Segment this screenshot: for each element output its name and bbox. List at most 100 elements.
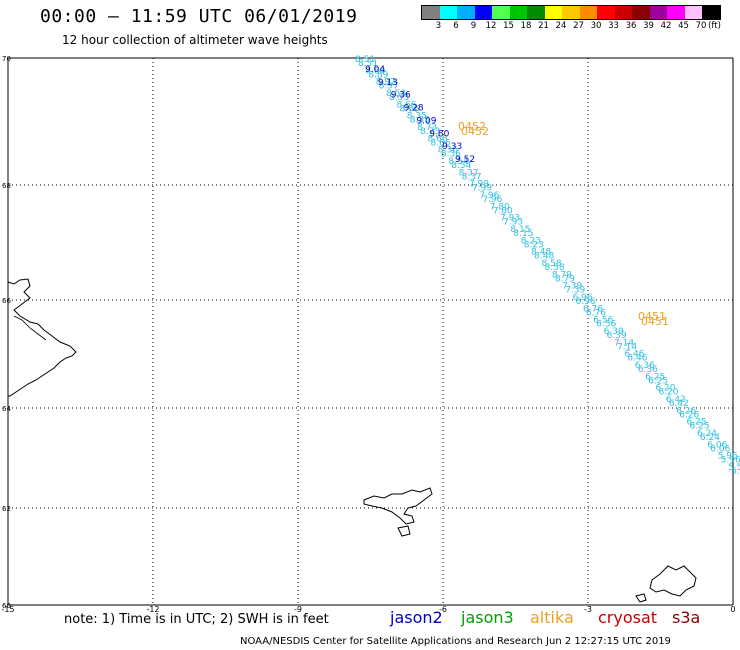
wave-height-reading: 7.93 [503,218,523,228]
note-text: note: 1) Time is in UTC; 2) SWH is in fe… [64,612,329,627]
wave-height-reading: 8.37 [462,172,482,182]
wave-height-reading: 8.66 [431,138,451,148]
wave-height-reading: 5.96 [721,456,740,466]
altika-time-label: 0452 [458,120,486,133]
axis-labels: -15 -12 -9 -6 -3 0 70 68 66 64 62 60 [1,55,735,614]
wave-height-reading: 5.96 [718,452,738,462]
wave-height-reading: 8.51 [355,55,375,65]
scale-swatch [614,6,632,19]
wave-height-reading: 8.15 [513,229,533,239]
wave-height-reading: 8.73 [417,123,437,133]
scale-swatch [597,6,615,19]
wave-height-reading: 8.23 [521,236,541,246]
wave-height-reading: 6.42 [666,395,686,405]
scale-label: 3 [435,21,442,31]
scale-swatch [649,6,667,19]
wave-height-reading: 8.66 [399,104,419,114]
wave-height-reading: 8.53 [386,89,406,99]
latitude-label: 60 [2,602,11,610]
longitude-label: -15 [1,605,14,614]
wave-height-reading: 8.54 [451,161,471,171]
wave-height-reading: 8.35 [407,112,427,122]
scale-label: 33 [608,21,619,31]
legend-s3a: s3a [672,608,701,627]
scale-swatch [457,6,475,19]
shetland-island-small [635,593,647,603]
longitude-label: 0 [730,605,735,614]
altika-time-label: 0451 [638,310,666,323]
scale-label: 24 [555,21,567,31]
scale-swatch [509,6,527,19]
longitude-label: -3 [584,605,592,614]
scale-swatch [684,6,702,19]
scale-swatch [527,6,545,19]
wave-height-reading: 6.46 [624,350,644,360]
lat-lon-grid [7,57,734,606]
wave-height-reading: 6.39 [604,327,624,337]
scale-swatch [632,6,650,19]
shetland-islands [649,565,697,597]
wave-height-reading: 7.80 [493,206,513,216]
wave-height-reading: 8.54 [448,157,468,167]
wave-height-reading: 6.76 [586,308,606,318]
wave-height-reading: 8.79 [555,274,575,284]
wave-height-reading: 8.89 [365,66,385,76]
jason2-reading: 9.80 [429,129,449,139]
scale-label: 70 [695,21,707,31]
wave-height-reading: 6.76 [583,304,603,314]
scale-label: 6 [453,21,459,31]
scale-label: 27 [573,21,584,31]
wave-height-reading: 8.51 [358,59,378,69]
scale-label: 36 [625,21,637,31]
wave-height-reading: 8.48 [531,248,551,258]
wave-height-reading: 6.25 [645,372,665,382]
scale-swatch [579,6,597,19]
color-scale-labels: 3 6 9 12 15 18 21 24 27 30 33 36 39 42 45 70 (ft) [421,21,721,33]
faroe-islands [363,487,433,525]
wave-height-reading: 6.56 [593,316,613,326]
wave-height-reading: 8.97 [376,78,396,88]
wave-height-reading: 6.42 [669,399,689,409]
wave-height-reading: 7.80 [490,202,510,212]
wave-height-reading: 7.14 [617,342,637,352]
jason2-reading: 9.52 [455,155,475,165]
wave-height-reading: 8.53 [389,93,409,103]
wave-height-reading: 8.66 [396,100,416,110]
iceland-coastline [7,278,77,397]
wave-height-reading: 6.20 [658,388,678,398]
wave-height-reading: 7.96 [482,195,502,205]
wave-height-reading: 8.79 [552,270,572,280]
scale-label: 9 [470,21,477,31]
color-scale: 3 6 9 12 15 18 21 24 27 30 33 36 39 42 45 70 (ft) [421,5,721,33]
scale-label: (ft) [708,21,721,31]
wave-height-reading: 5.52 [728,463,740,473]
land-outlines [7,278,697,603]
altika-time-label: 0452 [461,125,489,138]
wave-height-reading: 6.96 [576,297,596,307]
jason2-reading: 9.09 [416,116,436,126]
latitude-label: 64 [2,405,11,413]
wave-height-reading: 6.06 [710,444,730,454]
wave-height-reading: 6.25 [687,418,707,428]
jason2-reading: 9.36 [391,91,411,101]
altimeter-readings: 8.518.518.898.898.978.978.538.538.668.66… [355,55,740,477]
altika-time-label: 0451 [641,315,669,328]
chart-subtitle: 12 hour collection of altimeter wave hei… [62,33,328,47]
scale-label: 15 [503,21,514,31]
longitude-label: -6 [439,605,447,614]
wave-height-reading: 7.14 [614,338,634,348]
wave-height-reading: 8.36 [441,150,461,160]
wave-height-reading: 8.15 [510,225,530,235]
color-scale-swatches [421,5,721,20]
faroe-island-small [397,525,411,537]
longitude-label: -9 [294,605,302,614]
wave-height-reading: 8.36 [438,146,458,156]
wave-height-reading: 8.73 [420,127,440,137]
wave-height-reading: 6.36 [638,365,658,375]
wave-height-reading: 8.97 [379,82,399,92]
scale-swatch [702,6,720,19]
scale-swatch [422,6,440,19]
jason2-reading: 9.04 [365,65,385,75]
scale-swatch [562,6,580,19]
